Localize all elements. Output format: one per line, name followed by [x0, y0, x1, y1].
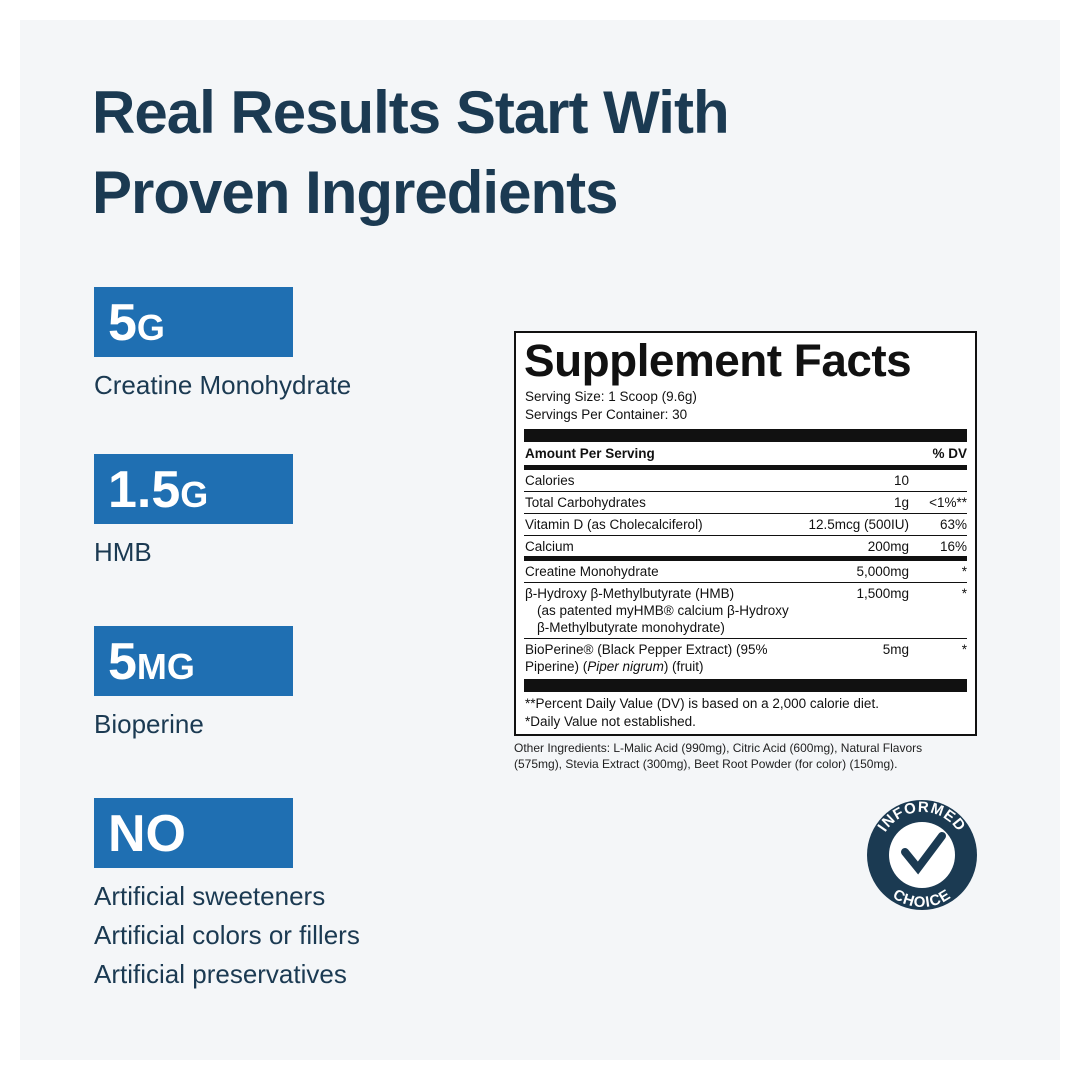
row-dv: 16% [939, 539, 967, 554]
rule [524, 556, 967, 561]
row-amount: 5mg [882, 642, 909, 657]
highlight-box: NO [94, 798, 293, 868]
dv-header: % DV [932, 446, 967, 461]
row-amount: 10 [893, 473, 909, 488]
row-name: Piperine) (Piper nigrum) (fruit) [525, 659, 704, 674]
rule [524, 429, 967, 442]
rule [524, 638, 967, 639]
row-dv: * [961, 586, 967, 601]
row-name-part: Piperine) ( [525, 659, 588, 674]
other-ingredients: Other Ingredients: L-Malic Acid (990mg),… [514, 741, 923, 755]
rule [524, 582, 967, 583]
highlight-label: Creatine Monohydrate [94, 370, 352, 400]
row-name: BioPerine® (Black Pepper Extract) (95% [525, 642, 768, 657]
highlight-box: 1.5G [94, 454, 293, 524]
row-name: Calories [525, 473, 575, 488]
row-amount: 200mg [867, 539, 909, 554]
highlight-box: 5G [94, 287, 293, 357]
highlight-unit: MG [136, 646, 195, 687]
row-amount: 1g [893, 495, 909, 510]
highlight-amount: NO [108, 805, 186, 863]
servings: Servings Per Container: 30 [525, 407, 688, 422]
row-name: Total Carbohydrates [525, 495, 646, 510]
row-name: Vitamin D (as Cholecalciferol) [525, 517, 703, 532]
highlight-amount: 5MG [108, 633, 195, 691]
rule [524, 679, 967, 692]
rule [524, 535, 967, 536]
row-name: β-Hydroxy β-Methylbutyrate (HMB) [525, 586, 735, 601]
rule [524, 513, 967, 514]
row-amount: 1,500mg [856, 586, 909, 601]
row-name: Creatine Monohydrate [525, 564, 659, 579]
rule [524, 465, 967, 470]
highlight-label: Artificial sweeteners [94, 881, 326, 911]
highlight-label: Bioperine [94, 709, 204, 739]
row-amount: 12.5mcg (500IU) [808, 517, 909, 532]
supplement-facts: Supplement Facts Serving Size: 1 Scoop (9… [514, 331, 977, 736]
footnote: *Daily Value not established. [525, 714, 696, 729]
row-amount: 5,000mg [856, 564, 909, 579]
facts-title: Supplement Facts [524, 335, 912, 386]
highlight-unit: G [136, 307, 165, 348]
amount-header: Amount Per Serving [525, 446, 655, 461]
highlight-label: HMB [94, 537, 152, 567]
row-name-part: Piper nigrum [587, 659, 664, 674]
row-dv: * [961, 564, 967, 579]
highlight-unit: G [180, 474, 209, 515]
row-name: Calcium [525, 539, 574, 554]
other-ingredients: (575mg), Stevia Extract (300mg), Beet Ro… [514, 757, 898, 771]
row-dv: 63% [939, 517, 967, 532]
rule [524, 491, 967, 492]
row-dv: <1%** [929, 495, 967, 510]
highlight-box: 5MG [94, 626, 293, 696]
row-name-part: ) (fruit) [663, 659, 704, 674]
serving-size: Serving Size: 1 Scoop (9.6g) [525, 389, 697, 404]
title-line: Real Results Start With [92, 79, 730, 146]
highlight-amount: 1.5G [108, 461, 209, 519]
highlight-label: Artificial colors or fillers [94, 920, 360, 950]
row-dv: * [961, 642, 967, 657]
row-name: (as patented myHMB® calcium β-Hydroxy [537, 603, 789, 618]
badge-inner [889, 822, 955, 888]
title-line: Proven Ingredients [92, 159, 618, 226]
badge-check [901, 832, 946, 875]
highlight-amount: 5G [108, 294, 165, 352]
row-name: β-Methylbutyrate monohydrate) [537, 620, 725, 635]
highlight-label: Artificial preservatives [94, 959, 347, 989]
footnote: **Percent Daily Value (DV) is based on a… [525, 696, 879, 711]
